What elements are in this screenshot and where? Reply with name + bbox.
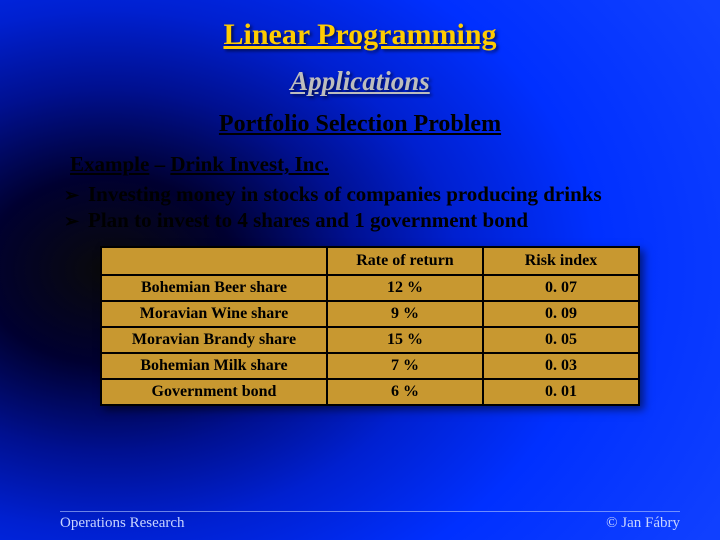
table-cell: 9 % <box>327 301 483 327</box>
footer-divider <box>60 511 680 512</box>
footer-left: Operations Research <box>60 515 185 532</box>
table-cell: 0. 07 <box>483 275 639 301</box>
table-cell: 7 % <box>327 353 483 379</box>
table-cell: 6 % <box>327 379 483 405</box>
table-cell: 0. 01 <box>483 379 639 405</box>
investment-table: Rate of return Risk index Bohemian Beer … <box>100 246 640 406</box>
table-row: Government bond 6 % 0. 01 <box>101 379 639 405</box>
table-header: Rate of return <box>327 247 483 275</box>
slide: Linear Programming Applications Portfoli… <box>0 0 720 540</box>
table-header: Risk index <box>483 247 639 275</box>
table-cell: Moravian Wine share <box>101 301 327 327</box>
table-row: Bohemian Milk share 7 % 0. 03 <box>101 353 639 379</box>
bullet-arrow-icon: ➢ <box>64 184 80 207</box>
example-name: Drink Invest, Inc. <box>170 152 329 176</box>
slide-title: Linear Programming <box>40 18 680 52</box>
bullet-item: ➢ Investing money in stocks of companies… <box>64 181 680 207</box>
footer-row: Operations Research © Jan Fábry <box>60 515 680 532</box>
table-row: Moravian Brandy share 15 % 0. 05 <box>101 327 639 353</box>
table-header <box>101 247 327 275</box>
bullet-text: Investing money in stocks of companies p… <box>88 181 602 207</box>
table-cell: Bohemian Beer share <box>101 275 327 301</box>
section-heading: Portfolio Selection Problem <box>40 111 680 138</box>
bullet-item: ➢ Plan to invest to 4 shares and 1 gover… <box>64 207 680 233</box>
footer: Operations Research © Jan Fábry <box>0 511 720 532</box>
table-row: Bohemian Beer share 12 % 0. 07 <box>101 275 639 301</box>
table-wrapper: Rate of return Risk index Bohemian Beer … <box>100 246 640 406</box>
table-cell: Bohemian Milk share <box>101 353 327 379</box>
table-cell: 0. 03 <box>483 353 639 379</box>
footer-right: © Jan Fábry <box>606 515 680 532</box>
example-label: Example <box>70 152 149 176</box>
table-cell: 12 % <box>327 275 483 301</box>
bullet-arrow-icon: ➢ <box>64 210 80 233</box>
bullet-text: Plan to invest to 4 shares and 1 governm… <box>88 207 528 233</box>
table-cell: Government bond <box>101 379 327 405</box>
table-cell: 0. 09 <box>483 301 639 327</box>
example-line: Example – Drink Invest, Inc. <box>70 152 680 177</box>
table-row: Moravian Wine share 9 % 0. 09 <box>101 301 639 327</box>
example-dash: – <box>155 152 171 176</box>
bullet-list: ➢ Investing money in stocks of companies… <box>64 181 680 234</box>
table-header-row: Rate of return Risk index <box>101 247 639 275</box>
table-cell: Moravian Brandy share <box>101 327 327 353</box>
slide-subtitle: Applications <box>40 66 680 97</box>
table-cell: 0. 05 <box>483 327 639 353</box>
table-cell: 15 % <box>327 327 483 353</box>
